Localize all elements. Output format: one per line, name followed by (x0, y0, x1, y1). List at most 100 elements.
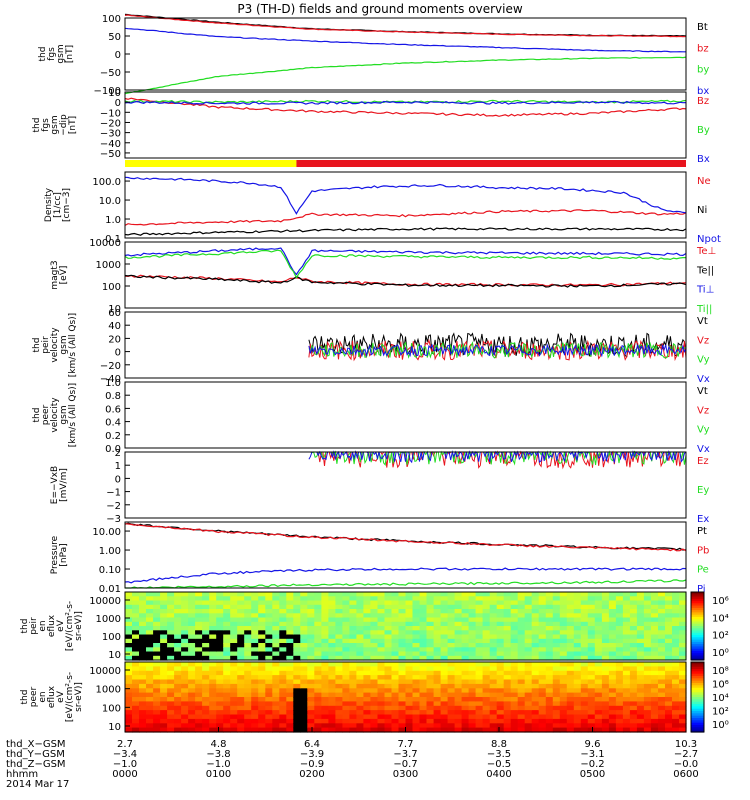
spectrogram-cell (496, 626, 505, 631)
spectrogram-cell (658, 662, 666, 667)
spectrogram-cell (629, 697, 638, 702)
spectrogram-cell (531, 670, 540, 676)
spectrogram-cell (300, 718, 308, 724)
spectrogram-cell (482, 670, 491, 676)
spectrogram-cell (363, 592, 371, 597)
spectrogram-cell (594, 626, 603, 631)
spectrogram-cell (650, 655, 659, 661)
spectrogram-cell (202, 592, 210, 597)
spectrogram-cell (566, 647, 575, 653)
spectrogram-cell (524, 651, 533, 657)
spectrogram-cell (433, 723, 442, 729)
spectrogram-cell (265, 697, 273, 702)
spectrogram-cell (237, 701, 245, 707)
spectrogram-cell (377, 617, 386, 623)
spectrogram-cell (552, 600, 561, 606)
spectrogram-cell (132, 679, 140, 685)
spectrogram-cell (349, 701, 357, 707)
colorbar-cell (691, 671, 704, 675)
spectrogram-cell (615, 662, 624, 667)
spectrogram-cell (615, 666, 624, 672)
x-tick-label: 2.7 (117, 739, 133, 750)
spectrogram-cell (314, 604, 322, 610)
spectrogram-cell (321, 718, 329, 724)
spectrogram-cell (503, 613, 512, 619)
spectrogram-cell (363, 710, 371, 716)
spectrogram-cell (524, 705, 533, 711)
spectrogram-cell (622, 718, 631, 724)
spectrogram-cell (658, 675, 666, 681)
spectrogram-cell (412, 683, 421, 689)
spectrogram-cell (251, 692, 259, 698)
spectrogram-cell (342, 697, 350, 702)
spectrogram-cell (223, 727, 231, 733)
series-line-Ni (124, 227, 687, 236)
spectrogram-cell (335, 604, 343, 610)
spectrogram-cell (601, 613, 610, 619)
spectrogram-cell (531, 596, 540, 602)
y-axis-label-line: [eV/(cm²-s- (65, 672, 75, 722)
spectrogram-cell (251, 647, 259, 653)
spectrogram-cell (475, 600, 484, 606)
spectrogram-cell (566, 692, 575, 698)
spectrogram-cell (475, 592, 484, 597)
spectrogram-cell (587, 647, 596, 653)
spectrogram-cell (335, 727, 343, 733)
spectrogram-cell (209, 683, 217, 689)
spectrogram-cell (433, 604, 442, 610)
spectrogram-cell (573, 617, 582, 623)
spectrogram-cell (188, 670, 196, 676)
spectrogram-cell (139, 655, 147, 661)
spectrogram-cell (636, 647, 645, 653)
y-tick-label: 100 (102, 282, 121, 293)
spectrogram-cell (559, 683, 568, 689)
spectrogram-cell (538, 727, 547, 733)
spectrogram-cell (230, 621, 238, 627)
spectrogram-cell (209, 666, 217, 672)
spectrogram-cell (559, 643, 568, 648)
spectrogram-cell (314, 634, 322, 640)
spectrogram-cell (258, 638, 266, 644)
series-line-Vx (308, 343, 687, 358)
spectrogram-cell (223, 666, 231, 672)
spectrogram-cell (636, 621, 645, 627)
spectrogram-cell (146, 609, 154, 614)
spectrogram-cell (363, 655, 371, 661)
spectrogram-cell (531, 621, 540, 627)
spectrogram-cell (503, 723, 512, 729)
spectrogram-cell (342, 718, 350, 724)
spectrogram-cell (314, 705, 322, 711)
spectrogram-cell (160, 710, 168, 716)
y-axis-label: thd peer velocity gsm [km/s (All Qs)] (32, 383, 78, 447)
spectrogram-cell (328, 679, 336, 685)
spectrogram-cell (636, 609, 645, 614)
spectrogram-cell (160, 727, 168, 733)
spectrogram-cell (552, 662, 561, 667)
spectrogram-cell (174, 604, 182, 610)
spectrogram-cell (188, 638, 196, 644)
spectrogram-cell (258, 697, 266, 702)
spectrogram-cell (335, 651, 343, 657)
spectrogram-cell (454, 710, 463, 716)
y-axis-label-line: [km/s (All Qs)] (68, 313, 78, 377)
spectrogram-cell (531, 727, 540, 733)
spectrogram-cell (454, 651, 463, 657)
colorbar-cell (691, 720, 704, 724)
spectrogram-cell (279, 655, 287, 661)
spectrogram-cell (244, 710, 252, 716)
spectrogram-cell (377, 592, 386, 597)
spectrogram-cell (349, 596, 357, 602)
spectrogram-cell (524, 621, 533, 627)
spectrogram-cell (615, 727, 624, 733)
spectrogram-cell (384, 630, 393, 636)
spectrogram-cell (349, 609, 357, 614)
spectrogram-cell (496, 621, 505, 627)
spectrogram-cell (370, 666, 378, 672)
spectrogram-cell (531, 679, 540, 685)
spectrogram-cell (580, 666, 589, 672)
spectrogram-cell (608, 692, 617, 698)
spectrogram-cell (209, 621, 217, 627)
spectrogram-cell (601, 705, 610, 711)
spectrogram-cell (342, 596, 350, 602)
spectrogram-cell (398, 675, 407, 681)
